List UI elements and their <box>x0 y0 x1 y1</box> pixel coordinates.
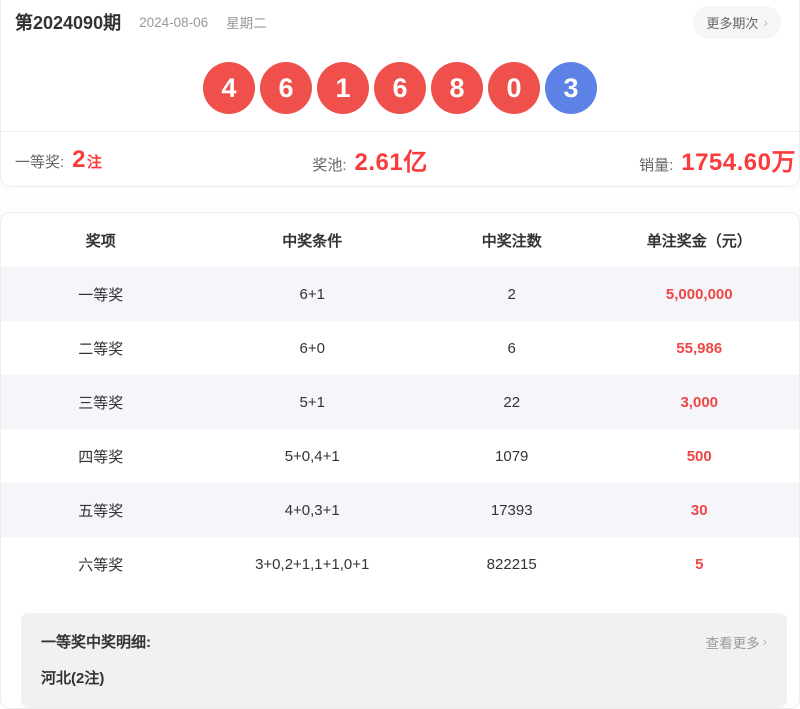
table-header-row: 奖项 中奖条件 中奖注数 单注奖金（元） <box>1 213 799 267</box>
red-ball-4: 6 <box>374 62 426 114</box>
win-count: 2 <box>507 285 516 303</box>
win-count: 22 <box>503 393 521 411</box>
prize-amount: 30 <box>690 501 708 519</box>
win-condition: 5+0,4+1 <box>284 447 340 465</box>
view-more-label: 查看更多 <box>705 635 760 651</box>
prize-level: 五等奖 <box>78 502 124 520</box>
prize-amount: 500 <box>686 447 712 465</box>
chevron-right-icon: › <box>763 14 768 30</box>
more-periods-label: 更多期次 <box>706 15 759 31</box>
draw-summary-card: 第2024090期 2024-08-06 星期二 更多期次 › 4 6 1 6 … <box>0 0 800 187</box>
prize-level: 四等奖 <box>78 448 124 466</box>
win-condition: 4+0,3+1 <box>284 501 340 519</box>
header-prize-level: 奖项 <box>85 232 116 250</box>
table-row: 三等奖 5+1 22 3,000 <box>1 375 799 429</box>
win-condition: 6+0 <box>299 339 325 357</box>
win-count: 1079 <box>495 447 529 465</box>
draw-header: 第2024090期 2024-08-06 星期二 更多期次 › <box>1 5 799 39</box>
stat-sales-volume: 销量: 1754.60万 <box>639 142 797 177</box>
stat-first-prize: 一等奖: 2 注 <box>15 146 102 174</box>
table-row: 五等奖 4+0,3+1 17393 30 <box>1 483 799 537</box>
stat-unit: 注 <box>87 153 103 171</box>
detail-title: 一等奖中奖明细: <box>41 634 151 651</box>
view-more-link[interactable]: 查看更多 › <box>706 632 767 652</box>
winning-numbers: 4 6 1 6 8 0 3 <box>1 62 799 114</box>
header-win-count: 中奖注数 <box>481 232 542 250</box>
red-ball-2: 6 <box>260 62 312 114</box>
more-periods-button[interactable]: 更多期次 › <box>693 5 781 39</box>
blue-ball: 3 <box>545 62 597 114</box>
prize-level: 三等奖 <box>78 394 124 412</box>
header-win-condition: 中奖条件 <box>282 232 343 250</box>
stat-label: 奖池: <box>312 157 347 174</box>
winning-region: 河北(2注) <box>41 670 105 687</box>
detail-header: 一等奖中奖明细: 查看更多 › <box>41 631 767 652</box>
prize-breakdown-card: 奖项 中奖条件 中奖注数 单注奖金（元） 一等奖 6+1 2 5,000,000… <box>0 212 800 709</box>
draw-weekday: 星期二 <box>226 16 267 31</box>
draw-date: 2024-08-06 <box>139 14 209 30</box>
first-prize-detail-box: 一等奖中奖明细: 查看更多 › 河北(2注) <box>21 613 787 708</box>
prize-amount: 3,000 <box>680 393 719 411</box>
table-row: 四等奖 5+0,4+1 1079 500 <box>1 429 799 483</box>
win-condition: 6+1 <box>299 285 325 303</box>
prize-level: 一等奖 <box>78 286 124 304</box>
table-row: 六等奖 3+0,2+1,1+1,0+1 822215 5 <box>1 537 799 591</box>
win-condition: 5+1 <box>299 393 325 411</box>
prize-amount: 55,986 <box>676 339 723 357</box>
stat-value: 2 <box>72 145 87 173</box>
prize-level: 二等奖 <box>78 340 124 358</box>
chevron-right-icon: › <box>762 634 767 649</box>
red-ball-5: 8 <box>431 62 483 114</box>
stat-label: 销量: <box>639 157 674 174</box>
table-row: 二等奖 6+0 6 55,986 <box>1 321 799 375</box>
prize-level: 六等奖 <box>78 556 124 574</box>
win-count: 822215 <box>486 555 537 573</box>
stat-jackpot-pool: 奖池: 2.61亿 <box>312 142 428 177</box>
table-row: 一等奖 6+1 2 5,000,000 <box>1 267 799 321</box>
win-count: 6 <box>507 339 516 357</box>
stat-value: 1754.60万 <box>681 149 796 176</box>
red-ball-3: 1 <box>317 62 369 114</box>
red-ball-6: 0 <box>488 62 540 114</box>
draw-stats: 一等奖: 2 注 奖池: 2.61亿 销量: 1754.60万 <box>1 131 799 187</box>
prize-amount: 5 <box>695 555 704 573</box>
header-prize-amount: 单注奖金（元） <box>646 232 752 250</box>
stat-label: 一等奖: <box>15 153 65 171</box>
red-ball-1: 4 <box>203 62 255 114</box>
stat-value: 2.61亿 <box>354 149 428 176</box>
issue-number: 第2024090期 <box>15 13 122 33</box>
win-condition: 3+0,2+1,1+1,0+1 <box>255 555 370 573</box>
prize-amount: 5,000,000 <box>665 285 733 303</box>
win-count: 17393 <box>490 501 533 519</box>
prize-table: 奖项 中奖条件 中奖注数 单注奖金（元） 一等奖 6+1 2 5,000,000… <box>1 213 799 591</box>
